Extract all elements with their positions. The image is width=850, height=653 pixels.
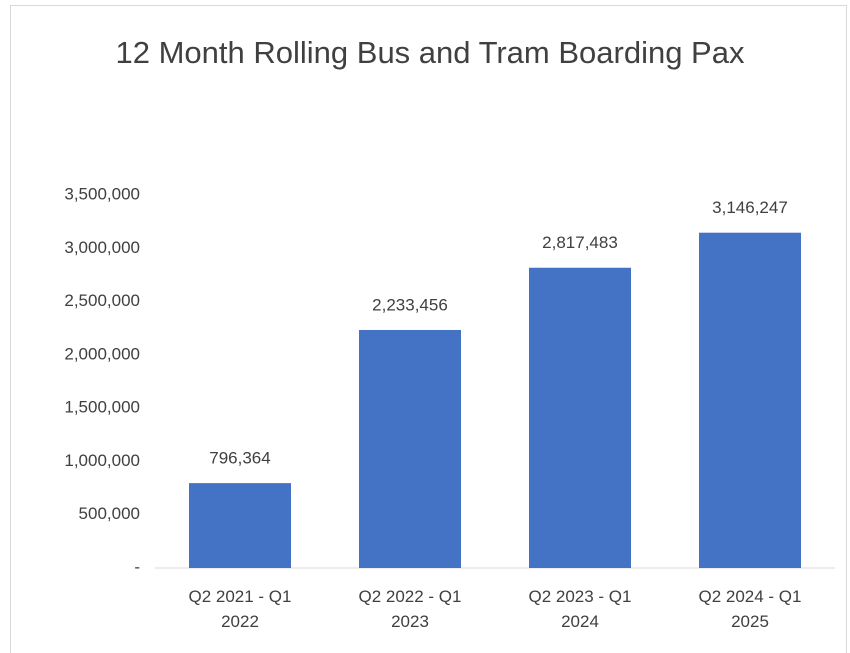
- x-tick-label: Q2 2023 - Q1 2024: [528, 587, 632, 631]
- data-label: 796,364: [209, 449, 270, 468]
- y-tick-label: 1,000,000: [64, 451, 140, 470]
- y-tick-label: 2,500,000: [64, 291, 140, 310]
- y-tick-label: 500,000: [79, 504, 140, 523]
- data-label: 2,817,483: [542, 233, 618, 252]
- bar: [359, 329, 461, 568]
- y-tick-label: 1,500,000: [64, 398, 140, 417]
- bar: [699, 232, 801, 569]
- bar: [189, 483, 291, 568]
- y-tick-label: 3,000,000: [64, 238, 140, 257]
- y-tick-label: 2,000,000: [64, 344, 140, 363]
- y-tick-label: -: [134, 557, 140, 576]
- bar: [529, 267, 631, 568]
- data-label: 3,146,247: [712, 198, 788, 217]
- x-tick-label: Q2 2021 - Q1 2022: [188, 587, 292, 631]
- x-tick-label: Q2 2024 - Q1 2025: [698, 587, 802, 631]
- y-tick-label: 3,500,000: [64, 184, 140, 203]
- data-label: 2,233,456: [372, 295, 448, 314]
- x-tick-label: Q2 2022 - Q1 2023: [358, 587, 462, 631]
- chart-title: 12 Month Rolling Bus and Tram Boarding P…: [115, 35, 745, 70]
- chart-border: [10, 5, 847, 653]
